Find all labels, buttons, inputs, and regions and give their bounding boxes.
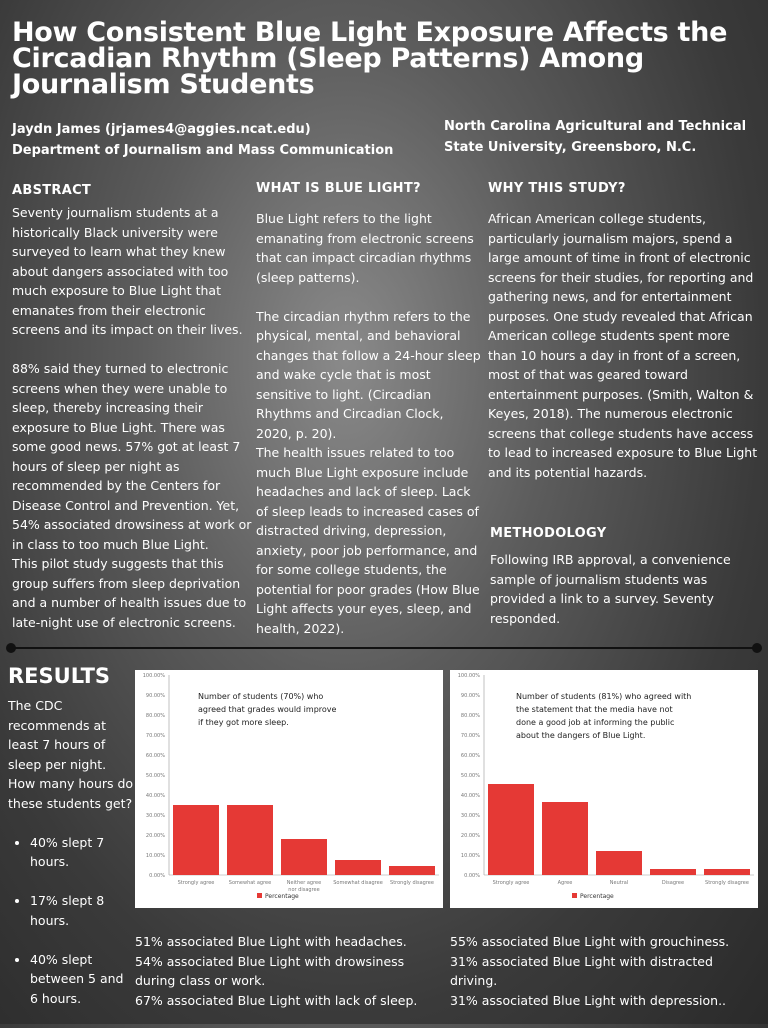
- x-tick-label: Strongly agree: [178, 880, 215, 886]
- y-tick-label: 50.00%: [146, 773, 165, 779]
- chart-title-line: Number of students (70%) who: [198, 692, 323, 701]
- author-block: Jaydn James (jrjames4@aggies.ncat.edu) D…: [12, 119, 432, 161]
- x-tick-label: Somewhat agree: [229, 880, 271, 886]
- methodology-section: METHODOLOGY Following IRB approval, a co…: [490, 526, 760, 628]
- right-notes: 55% associated Blue Light with grouchine…: [450, 932, 760, 1010]
- x-tick-label: Strongly disagree: [390, 880, 434, 886]
- chart-grades: 0.00% 10.00% 20.00% 30.00% 40.00% 50.00% 60.00…: [135, 670, 443, 908]
- y-tick-label: 60.00%: [146, 753, 165, 759]
- bar: [173, 805, 219, 875]
- bar: [542, 802, 588, 875]
- x-tick-label: Neither agree: [287, 880, 321, 886]
- list-item: 17% slept 8 hours.: [30, 891, 134, 930]
- bar: [335, 860, 381, 875]
- why-section: WHY THIS STUDY? African American college…: [488, 181, 758, 482]
- y-tick-label: 0.00%: [464, 873, 480, 879]
- divider-dot: [752, 643, 762, 653]
- abstract-section: ABSTRACT Seventy journalism students at …: [12, 183, 252, 632]
- y-tick-label: 20.00%: [461, 833, 480, 839]
- y-tick-label: 60.00%: [461, 753, 480, 759]
- bar: [389, 866, 435, 875]
- results-bullets: 40% slept 7 hours. 17% slept 8 hours. 40…: [8, 813, 134, 1028]
- note: 67% associated Blue Light with lack of s…: [135, 992, 418, 1008]
- note: 51% associated Blue Light with headaches…: [135, 934, 407, 949]
- y-tick-label: 80.00%: [461, 713, 480, 719]
- author-name: Jaydn James (jrjames4@aggies.ncat.edu): [12, 122, 311, 137]
- blue-light-heading: WHAT IS BLUE LIGHT?: [256, 181, 421, 196]
- methodology-heading: METHODOLOGY: [490, 526, 607, 541]
- chart-title-line: done a good job at informing the public: [516, 718, 674, 727]
- divider-dot: [6, 643, 16, 653]
- legend-label: Percentage: [580, 893, 614, 900]
- x-tick-label: Strongly disagree: [705, 880, 749, 886]
- x-tick-label: Somewhat disagree: [333, 880, 383, 886]
- x-tick-label: Agree: [558, 880, 573, 886]
- y-tick-label: 0.00%: [149, 873, 165, 879]
- x-tick-label: Neutral: [610, 880, 628, 886]
- y-tick-label: 100.00%: [458, 673, 480, 679]
- y-tick-label: 50.00%: [461, 773, 480, 779]
- y-tick-label: 10.00%: [461, 853, 480, 859]
- abstract-heading: ABSTRACT: [12, 183, 92, 198]
- legend-swatch: [572, 893, 577, 898]
- x-tick-label: Disagree: [662, 880, 684, 886]
- y-tick-label: 20.00%: [146, 833, 165, 839]
- abstract-text: Seventy journalism students at a histori…: [12, 205, 252, 630]
- bar: [650, 869, 696, 875]
- y-tick-label: 40.00%: [146, 793, 165, 799]
- left-notes: 51% associated Blue Light with headaches…: [135, 932, 445, 1010]
- results-section: RESULTS The CDC recommends at least 7 ho…: [8, 664, 134, 1028]
- results-heading: RESULTS: [8, 664, 111, 688]
- results-intro: The CDC recommends at least 7 hours of s…: [8, 698, 134, 811]
- methodology-text: Following IRB approval, a convenience sa…: [490, 552, 731, 626]
- chart-media: 0.00% 10.00% 20.00% 30.00% 40.00% 50.00% 60.00…: [450, 670, 758, 908]
- y-tick-label: 90.00%: [146, 693, 165, 699]
- bar: [281, 839, 327, 875]
- blue-light-section: WHAT IS BLUE LIGHT? Blue Light refers to…: [256, 181, 482, 638]
- why-heading: WHY THIS STUDY?: [488, 181, 626, 196]
- bar: [704, 869, 750, 875]
- bar: [227, 805, 273, 875]
- blue-light-text: Blue Light refers to the light emanating…: [256, 211, 481, 636]
- chart-title-line: about the dangers of Blue Light.: [516, 731, 645, 740]
- note: 31% associated Blue Light with distracte…: [450, 953, 713, 989]
- list-item: 40% slept 7 hours.: [30, 833, 134, 872]
- note: 54% associated Blue Light with drowsines…: [135, 953, 405, 989]
- y-tick-label: 80.00%: [146, 713, 165, 719]
- bar: [596, 851, 642, 875]
- y-tick-label: 90.00%: [461, 693, 480, 699]
- y-tick-label: 70.00%: [146, 733, 165, 739]
- y-tick-label: 40.00%: [461, 793, 480, 799]
- chart-title-line: Number of students (81%) who agreed with: [516, 692, 691, 701]
- chart-title-line: if they got more sleep.: [198, 718, 289, 727]
- note: 31% associated Blue Light with depressio…: [450, 992, 727, 1008]
- poster-title: How Consistent Blue Light Exposure Affec…: [12, 17, 728, 100]
- y-tick-label: 10.00%: [146, 853, 165, 859]
- x-tick-label: nor disagree: [288, 887, 319, 893]
- x-tick-label: Strongly agree: [493, 880, 530, 886]
- y-tick-label: 100.00%: [143, 673, 165, 679]
- department: Department of Journalism and Mass Commun…: [12, 143, 394, 158]
- divider: [10, 647, 758, 649]
- y-tick-label: 70.00%: [461, 733, 480, 739]
- note: 55% associated Blue Light with grouchine…: [450, 934, 730, 949]
- chart-title-line: the statement that the media have not: [516, 705, 673, 714]
- bar: [488, 784, 534, 875]
- legend-label: Percentage: [265, 893, 299, 900]
- list-item: 40% slept between 5 and 6 hours.: [30, 950, 134, 1009]
- university: North Carolina Agricultural and Technica…: [444, 119, 747, 155]
- y-tick-label: 30.00%: [146, 813, 165, 819]
- why-text: African American college students, parti…: [488, 211, 758, 480]
- chart-title-line: agreed that grades would improve: [198, 705, 337, 714]
- legend-swatch: [257, 893, 262, 898]
- y-tick-label: 30.00%: [461, 813, 480, 819]
